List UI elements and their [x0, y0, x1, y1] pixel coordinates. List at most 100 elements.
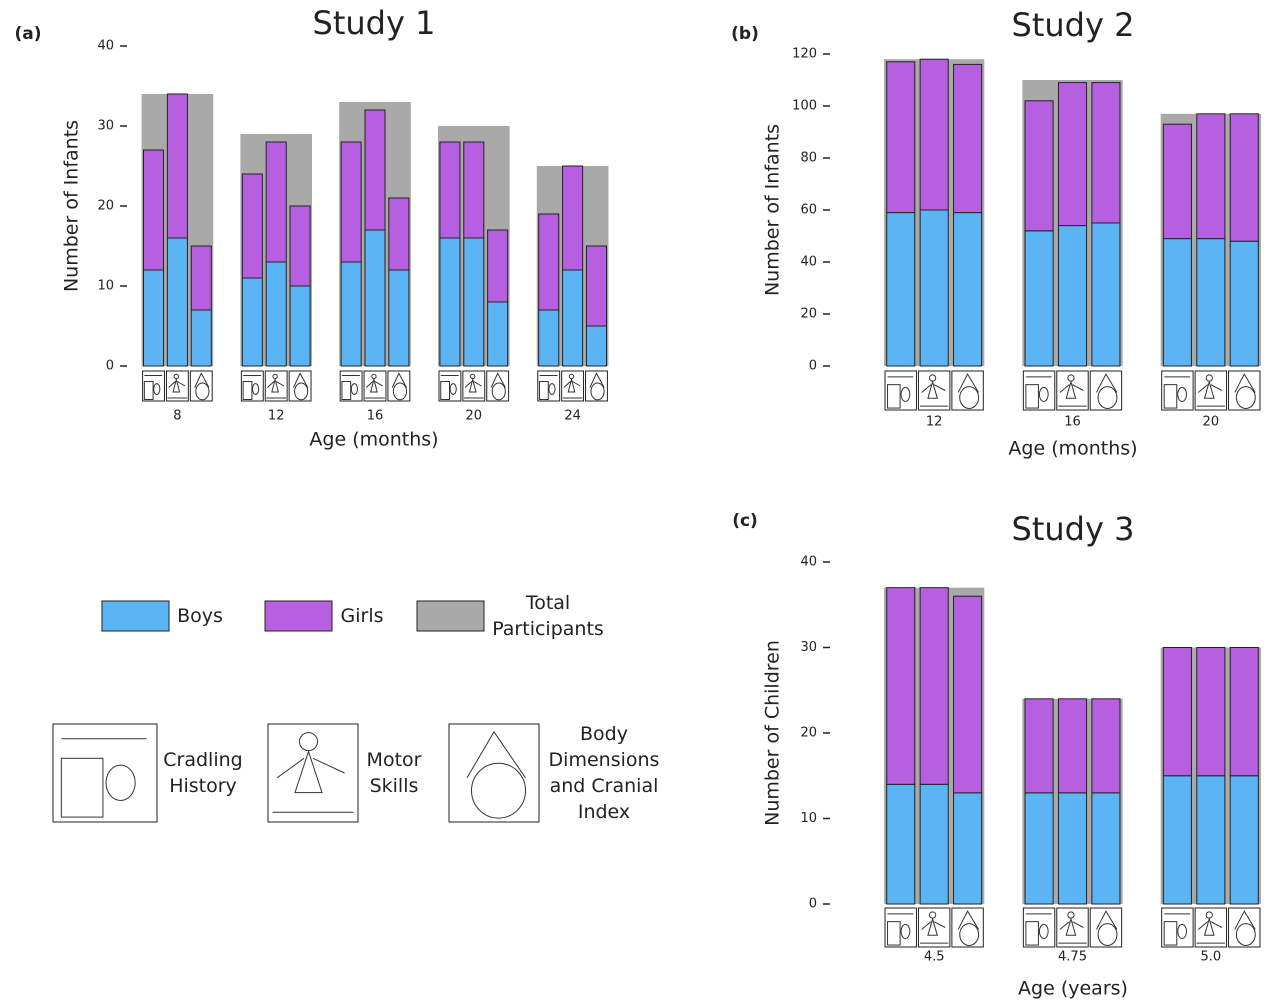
icon-frame: [1229, 371, 1260, 410]
boys-bar: [539, 310, 559, 366]
x-tick-label: 16: [367, 409, 384, 424]
measure-icon: [364, 371, 386, 401]
boys-bar: [440, 238, 460, 366]
y-tick-label: 40: [97, 39, 114, 54]
y-tick-label: 0: [809, 897, 817, 912]
girls-bar: [1092, 83, 1120, 223]
measure-label: Cradling History: [153, 720, 253, 826]
x-tick-label: 5.0: [1200, 950, 1221, 965]
legend-label: Boys: [140, 591, 260, 641]
measure-icon: [53, 724, 157, 822]
girls-bar: [1058, 699, 1086, 793]
boys-bar: [1025, 793, 1053, 904]
measure-icon: [538, 371, 560, 401]
y-tick-label: 80: [800, 151, 817, 166]
measure-label: Body Dimensions and Cranial Index: [539, 720, 669, 826]
icon-frame: [952, 908, 983, 947]
boys-bar: [290, 286, 310, 366]
figure: (a)Study 1Age (months)Number of Infants0…: [0, 0, 1271, 1003]
girls-bar: [266, 142, 286, 262]
girls-bar: [1025, 699, 1053, 793]
girls-bar: [365, 110, 385, 230]
measure-icon: [1057, 371, 1088, 410]
panel-label: (a): [14, 24, 41, 44]
boys-bar: [1230, 776, 1258, 904]
measure-icon: [166, 371, 188, 401]
girls-bar: [143, 150, 163, 270]
x-axis-label: Age (months): [1008, 438, 1137, 460]
girls-bar: [887, 588, 915, 785]
girls-bar: [920, 59, 948, 210]
girls-bar: [1230, 114, 1258, 241]
boys-bar: [1025, 231, 1053, 366]
measure-icon: [918, 371, 949, 410]
boys-bar: [954, 213, 982, 366]
measure-icon: [268, 724, 358, 822]
measure-icon: [1090, 908, 1121, 947]
girls-bar: [488, 230, 508, 302]
panel-label: (c): [732, 511, 758, 531]
boys-bar: [242, 278, 262, 366]
y-axis-label: Number of Children: [762, 640, 784, 826]
girls-bar: [1025, 101, 1053, 231]
y-tick-label: 40: [800, 555, 817, 570]
boys-bar: [1230, 241, 1258, 366]
icon-frame: [586, 371, 608, 401]
legend-label: Girls: [302, 591, 422, 641]
y-tick-label: 60: [800, 203, 817, 218]
icon-frame: [190, 371, 212, 401]
measure-icon: [289, 371, 311, 401]
boys-bar: [1197, 239, 1225, 366]
girls-bar: [539, 214, 559, 310]
icon-frame: [1090, 371, 1121, 410]
girls-bar: [1092, 699, 1120, 793]
icon-frame: [388, 371, 410, 401]
y-tick-label: 10: [800, 811, 817, 826]
measure-icon: [918, 908, 949, 947]
icon-frame: [449, 724, 539, 822]
boys-bar: [563, 270, 583, 366]
chart-title: Study 2: [1012, 6, 1135, 44]
boys-bar: [1058, 793, 1086, 904]
x-tick-label: 20: [466, 409, 483, 424]
girls-bar: [563, 166, 583, 270]
girls-bar: [440, 142, 460, 238]
measure-icon: [265, 371, 287, 401]
measure-icon: [487, 371, 509, 401]
measure-label: Motor Skills: [354, 720, 434, 826]
girls-bar: [341, 142, 361, 262]
measure-icon: [340, 371, 362, 401]
y-axis-label: Number of Infants: [762, 124, 784, 296]
girls-bar: [920, 588, 948, 785]
girls-bar: [1163, 648, 1191, 776]
measure-icon: [885, 908, 916, 947]
boys-bar: [1163, 239, 1191, 366]
girls-bar: [464, 142, 484, 238]
measure-icon: [1195, 908, 1226, 947]
girls-bar: [1197, 648, 1225, 776]
x-axis-label: Age (years): [1018, 978, 1128, 1000]
x-tick-label: 4.5: [924, 950, 945, 965]
measure-icon: [885, 371, 916, 410]
icon-frame: [952, 371, 983, 410]
boys-bar: [1092, 223, 1120, 366]
boys-bar: [464, 238, 484, 366]
girls-bar: [242, 174, 262, 278]
x-tick-label: 20: [1203, 415, 1220, 430]
y-tick-label: 30: [97, 119, 114, 134]
y-tick-label: 30: [800, 640, 817, 655]
girls-bar: [290, 206, 310, 286]
measure-icon: [1195, 371, 1226, 410]
y-tick-label: 120: [792, 47, 817, 62]
y-tick-label: 0: [106, 359, 114, 374]
boys-bar: [887, 784, 915, 904]
measure-icon: [143, 371, 165, 401]
x-tick-label: 12: [926, 415, 943, 430]
icon-frame: [289, 371, 311, 401]
girls-bar: [167, 94, 187, 238]
measure-icon: [1023, 371, 1054, 410]
girls-bar: [954, 64, 982, 212]
measure-icon: [241, 371, 263, 401]
icon-frame: [1090, 908, 1121, 947]
measure-icon: [190, 371, 212, 401]
